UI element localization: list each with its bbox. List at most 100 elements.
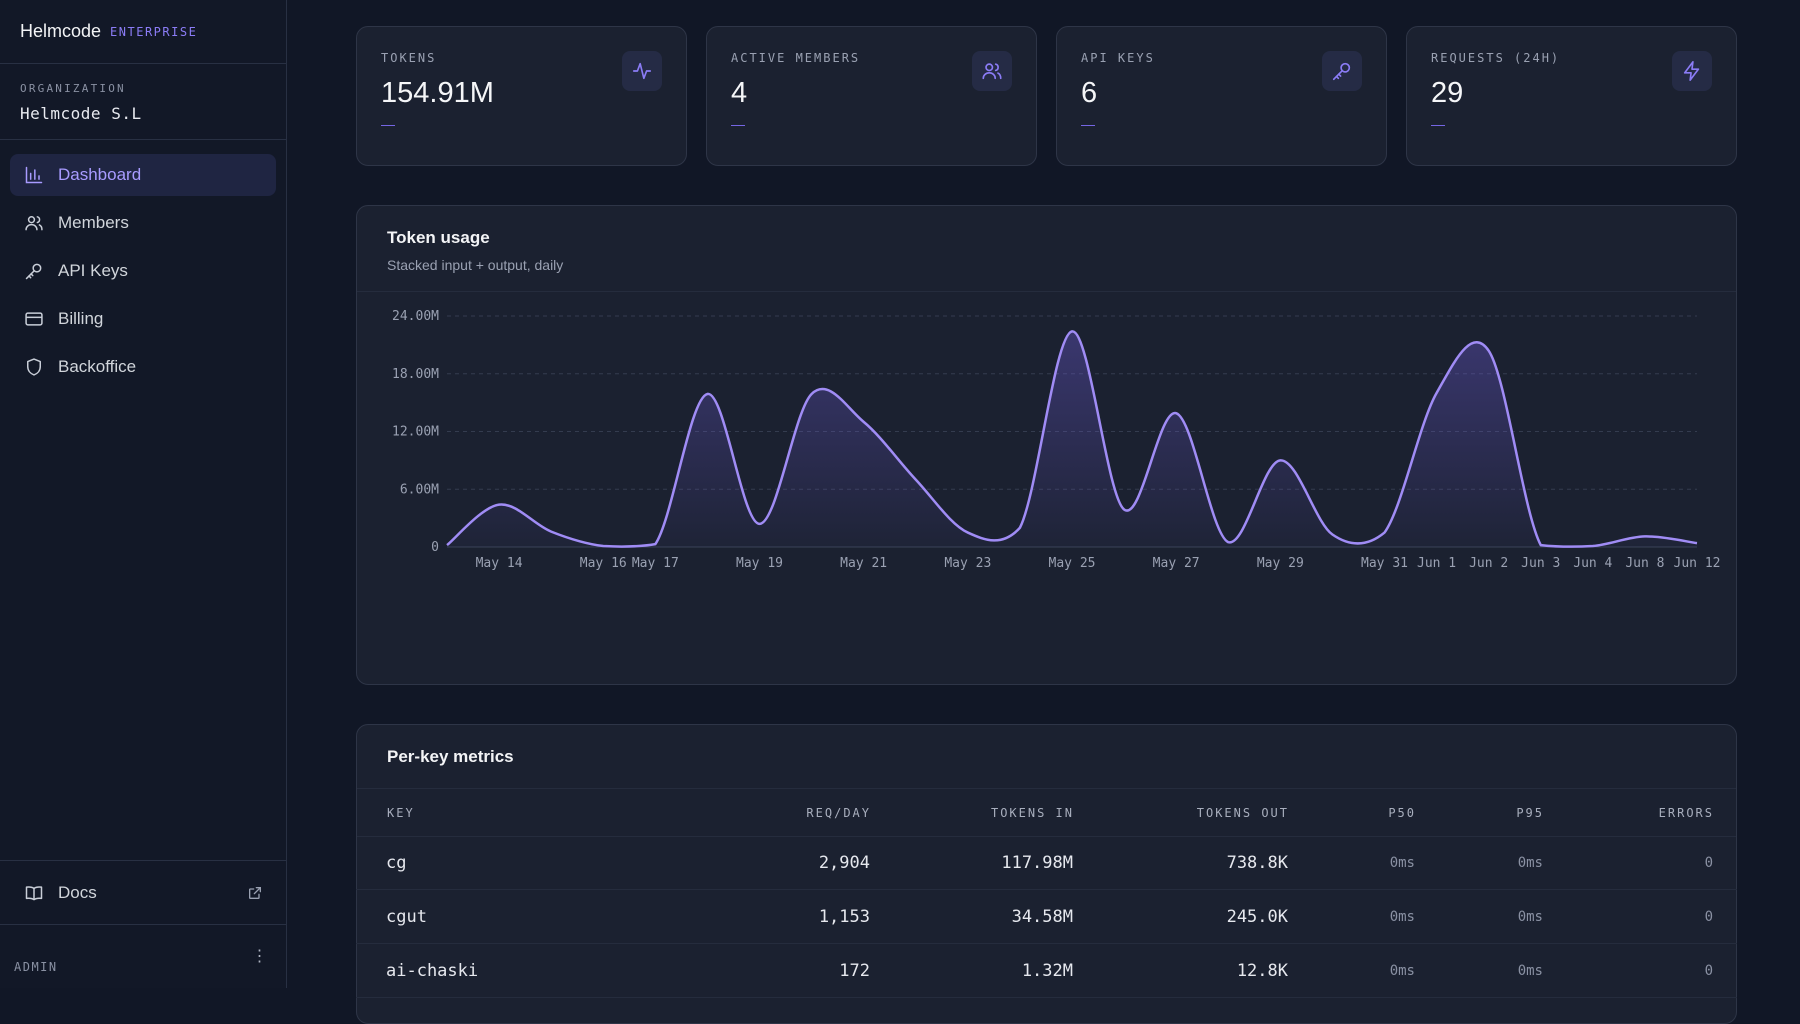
user-role: ADMIN — [14, 960, 58, 974]
table-title: Per-key metrics — [357, 725, 1736, 789]
x-tick-label: Jun 4 — [1573, 556, 1612, 571]
table-cell-key: ai-chaski — [386, 960, 479, 981]
table-cell-tokens-in: 34.58M — [1011, 906, 1073, 927]
x-tick-label: Jun 8 — [1625, 556, 1664, 571]
sidebar-item-billing[interactable]: Billing — [10, 298, 276, 340]
x-tick-label: May 27 — [1153, 556, 1200, 571]
sidebar-item-label: Members — [58, 213, 129, 232]
table-cell-req-day: 172 — [839, 960, 870, 981]
brand[interactable]: Helmcode ENTERPRISE — [0, 0, 286, 64]
table-cell-p95: 0ms — [1517, 962, 1543, 979]
column-header-tokens-out[interactable]: TOKENS OUT — [1196, 805, 1289, 820]
table-cell-tokens-in: 117.98M — [1001, 852, 1073, 873]
x-tick-label: May 23 — [944, 556, 991, 571]
token-usage-area — [447, 331, 1697, 547]
table-body: cg 2,904 117.98M 738.8K 0ms 0ms 0 cgut 1,153 34.5… — [356, 836, 1737, 998]
table-row[interactable]: cg 2,904 117.98M 738.8K 0ms 0ms 0 — [356, 836, 1737, 890]
y-tick-label: 12.00M — [392, 425, 439, 440]
x-tick-label: May 29 — [1257, 556, 1304, 571]
stat-card-api-keys: API KEYS 6 — — [1056, 26, 1387, 166]
y-tick-label: 0 — [431, 540, 439, 555]
x-tick-label: Jun 3 — [1521, 556, 1560, 571]
x-tick-label: May 16 — [580, 556, 627, 571]
table-cell-key: cgut — [386, 906, 427, 927]
stat-value: 4 — [731, 77, 748, 109]
stat-label: ACTIVE MEMBERS — [731, 51, 861, 65]
token-usage-line — [446, 330, 1698, 548]
table-cell-p95: 0ms — [1517, 908, 1543, 925]
column-header-req-day[interactable]: REQ/DAY — [806, 805, 871, 820]
x-tick-label: May 14 — [476, 556, 523, 571]
external-link-icon — [247, 885, 263, 901]
table-cell-errors: 0 — [1704, 908, 1713, 925]
table-cell-tokens-out: 12.8K — [1236, 960, 1288, 981]
sidebar-item-backoffice[interactable]: Backoffice — [10, 346, 276, 388]
column-header-key[interactable]: KEY — [387, 805, 415, 820]
stat-delta: — — [381, 116, 395, 132]
x-tick-label: May 21 — [840, 556, 887, 571]
x-tick-label: Jun 12 — [1674, 556, 1721, 571]
users-icon — [972, 51, 1012, 91]
table-cell-p50: 0ms — [1389, 854, 1415, 871]
sidebar-item-api-keys[interactable]: API Keys — [10, 250, 276, 292]
x-tick-label: May 31 — [1361, 556, 1408, 571]
stat-card-tokens: TOKENS 154.91M — — [356, 26, 687, 166]
organization-name: Helmcode S.L — [20, 104, 142, 123]
token-usage-card: Token usage Stacked input + output, dail… — [356, 205, 1737, 685]
chart-title: Token usage — [387, 228, 490, 247]
shield-icon — [24, 357, 44, 377]
y-tick-label: 24.00M — [392, 309, 439, 324]
table-cell-req-day: 2,904 — [818, 852, 870, 873]
column-header-p95[interactable]: P95 — [1516, 805, 1544, 820]
table-cell-p50: 0ms — [1389, 908, 1415, 925]
sidebar-item-label: API Keys — [58, 261, 128, 280]
y-tick-label: 6.00M — [400, 482, 439, 497]
brand-tag: ENTERPRISE — [110, 24, 198, 39]
credit-card-icon — [24, 309, 44, 329]
table-row[interactable]: cgut 1,153 34.58M 245.0K 0ms 0ms 0 — [356, 890, 1737, 944]
organization-switcher[interactable]: ORGANIZATION Helmcode S.L — [0, 64, 286, 140]
chart-header: Token usage Stacked input + output, dail… — [357, 206, 1736, 292]
docs-label: Docs — [58, 882, 97, 902]
table-cell-tokens-in: 1.32M — [1021, 960, 1073, 981]
stat-label: API KEYS — [1081, 51, 1155, 65]
table-row[interactable]: ai-chaski 172 1.32M 12.8K 0ms 0ms 0 — [356, 944, 1737, 998]
table-cell-tokens-out: 245.0K — [1226, 906, 1288, 927]
more-vertical-icon[interactable]: ⋮ — [251, 946, 269, 965]
user-menu[interactable]: ADMIN ⋮ — [0, 924, 287, 988]
zap-icon — [1672, 51, 1712, 91]
table-cell-errors: 0 — [1704, 854, 1713, 871]
users-icon — [24, 213, 44, 233]
x-tick-label: Jun 1 — [1417, 556, 1456, 571]
column-header-errors[interactable]: ERRORS — [1658, 805, 1714, 820]
sidebar-item-dashboard[interactable]: Dashboard — [10, 154, 276, 196]
sidebar-item-label: Billing — [58, 309, 104, 328]
sidebar: Helmcode ENTERPRISE ORGANIZATION Helmcod… — [0, 0, 287, 988]
activity-icon — [622, 51, 662, 91]
stat-label: TOKENS — [381, 51, 437, 65]
sidebar-item-label: Dashboard — [58, 165, 142, 184]
docs-link[interactable]: Docs — [0, 860, 287, 924]
chart-subtitle: Stacked input + output, daily — [387, 257, 564, 273]
table-cell-p50: 0ms — [1389, 962, 1415, 979]
key-icon — [24, 261, 44, 281]
brand-name: Helmcode — [20, 21, 102, 41]
table-cell-tokens-out: 738.8K — [1226, 852, 1288, 873]
bar-chart-icon — [24, 165, 44, 185]
table-cell-errors: 0 — [1704, 962, 1713, 979]
y-tick-label: 18.00M — [392, 367, 439, 382]
stat-value: 6 — [1081, 77, 1098, 109]
organization-label: ORGANIZATION — [20, 82, 126, 95]
book-icon — [24, 883, 44, 903]
stat-value: 154.91M — [381, 77, 494, 109]
key-icon — [1322, 51, 1362, 91]
sidebar-item-members[interactable]: Members — [10, 202, 276, 244]
sidebar-footer: Docs ADMIN ⋮ — [0, 860, 287, 988]
stat-card-requests-24h: REQUESTS (24H) 29 — — [1406, 26, 1737, 166]
stat-card-active-members: ACTIVE MEMBERS 4 — — [706, 26, 1037, 166]
column-header-p50[interactable]: P50 — [1388, 805, 1416, 820]
stat-delta: — — [1431, 116, 1445, 132]
token-usage-chart[interactable]: 0 6.00M 12.00M 18.00M 24.00M May 14 May 16 May… — [357, 292, 1738, 684]
stat-label: REQUESTS (24H) — [1431, 51, 1561, 65]
column-header-tokens-in[interactable]: TOKENS IN — [990, 805, 1074, 820]
